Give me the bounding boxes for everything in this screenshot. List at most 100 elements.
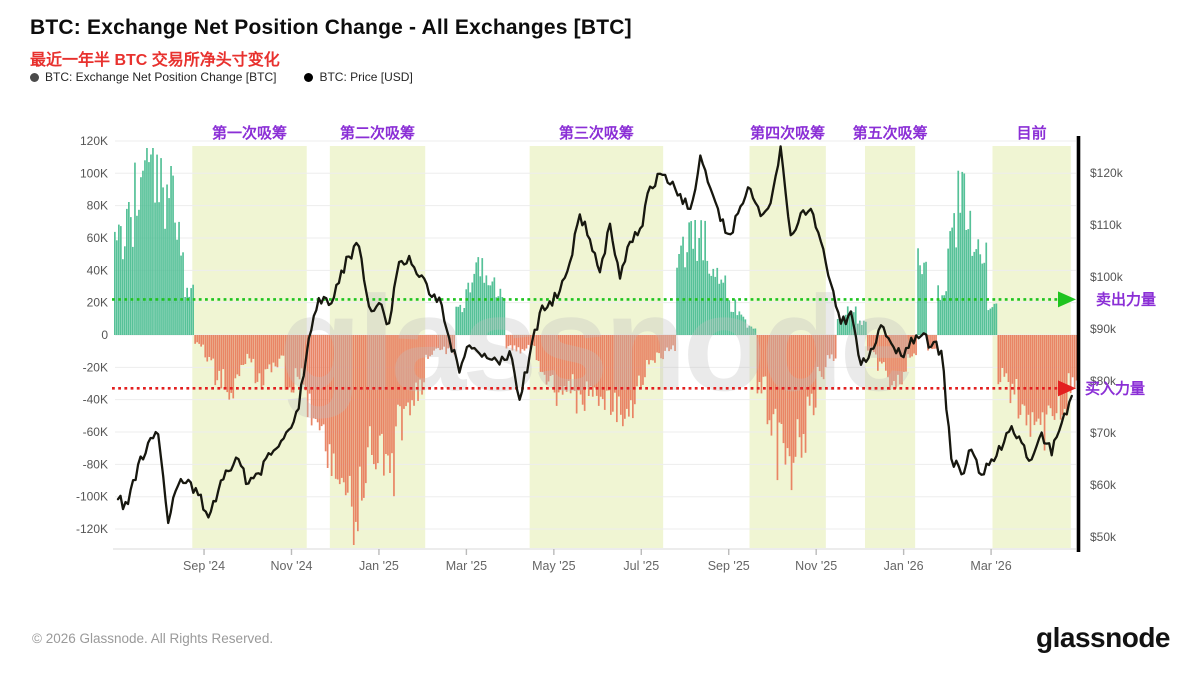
net-position-bar bbox=[415, 335, 417, 383]
net-position-bar bbox=[336, 335, 339, 480]
net-position-bar bbox=[244, 335, 247, 364]
net-position-bar bbox=[1043, 335, 1046, 451]
net-position-bar bbox=[991, 307, 994, 335]
net-position-bar bbox=[995, 303, 998, 335]
net-position-bar bbox=[200, 335, 202, 347]
net-position-bar bbox=[176, 239, 178, 335]
net-position-bar bbox=[610, 335, 612, 415]
net-position-bar bbox=[204, 335, 207, 358]
net-position-bar bbox=[559, 335, 562, 387]
net-position-bar bbox=[471, 282, 474, 335]
net-position-bar bbox=[616, 335, 618, 423]
net-position-bar bbox=[519, 335, 522, 354]
net-position-bar bbox=[967, 229, 970, 335]
net-position-bar bbox=[130, 217, 132, 335]
net-position-bar bbox=[525, 335, 528, 349]
left-axis-tick-label: 40K bbox=[87, 263, 108, 277]
net-position-bar bbox=[989, 308, 992, 335]
net-position-bar bbox=[869, 335, 871, 356]
net-position-bar bbox=[740, 314, 743, 335]
net-position-bar bbox=[248, 335, 251, 359]
net-position-bar bbox=[547, 335, 550, 382]
net-position-bar bbox=[901, 335, 903, 385]
net-position-bar bbox=[298, 335, 301, 380]
net-position-bar bbox=[917, 248, 919, 335]
net-position-bar bbox=[240, 335, 243, 365]
net-position-bar bbox=[714, 276, 717, 335]
net-position-bar bbox=[383, 335, 385, 476]
net-position-bar bbox=[375, 335, 377, 470]
net-position-bar bbox=[535, 335, 538, 361]
x-tick-label: Sep '24 bbox=[183, 559, 225, 573]
net-position-bar bbox=[734, 299, 737, 335]
net-position-bar bbox=[278, 335, 281, 359]
net-position-bar bbox=[634, 335, 636, 405]
net-position-bar bbox=[340, 335, 343, 478]
net-position-bar bbox=[242, 335, 245, 365]
net-position-bar bbox=[630, 335, 632, 401]
x-tick-label: Jul '25 bbox=[623, 559, 659, 573]
net-position-bar bbox=[397, 335, 399, 405]
net-position-bar bbox=[395, 335, 397, 427]
accumulation-band-label: 第二次吸筹 bbox=[340, 124, 415, 142]
net-position-bar bbox=[172, 175, 174, 335]
net-position-bar bbox=[794, 335, 797, 457]
left-axis-tick-label: -20K bbox=[83, 360, 108, 374]
price-line bbox=[116, 145, 1073, 525]
net-position-bar bbox=[726, 299, 729, 335]
net-position-bar bbox=[529, 335, 532, 350]
net-position-bar bbox=[656, 335, 658, 353]
net-position-bar bbox=[700, 220, 702, 335]
net-position-bar bbox=[1069, 335, 1072, 394]
left-axis-tick-label: -40K bbox=[83, 393, 108, 407]
net-position-bar bbox=[561, 335, 564, 395]
net-position-bar bbox=[350, 335, 353, 507]
net-position-bar bbox=[1047, 335, 1050, 406]
net-position-bar bbox=[371, 335, 373, 455]
net-position-bar bbox=[973, 251, 976, 335]
net-position-bar bbox=[192, 284, 194, 335]
net-position-bar bbox=[142, 170, 144, 335]
net-position-bar bbox=[571, 335, 574, 375]
net-position-bar bbox=[953, 213, 955, 335]
net-position-bar bbox=[579, 335, 582, 395]
net-position-bar bbox=[887, 335, 889, 378]
net-position-bar bbox=[369, 335, 371, 427]
net-position-bar bbox=[425, 335, 427, 355]
net-position-bar bbox=[754, 328, 757, 335]
net-position-bar bbox=[457, 306, 460, 335]
net-position-bar bbox=[286, 335, 289, 390]
net-position-bar bbox=[174, 222, 176, 335]
net-position-bar bbox=[545, 335, 548, 385]
net-position-bar bbox=[138, 209, 140, 335]
net-position-bar bbox=[361, 335, 363, 501]
net-position-bar bbox=[873, 335, 875, 353]
net-position-bar bbox=[587, 335, 590, 396]
net-position-bar bbox=[899, 335, 901, 385]
net-position-bar bbox=[439, 335, 441, 351]
net-position-bar bbox=[435, 335, 437, 349]
net-position-bar bbox=[258, 335, 261, 374]
net-position-bar bbox=[465, 289, 468, 335]
net-position-bar bbox=[451, 335, 453, 350]
net-position-bar bbox=[573, 335, 576, 391]
sell-force-label: 卖出力量 bbox=[1096, 290, 1156, 308]
net-position-bar bbox=[300, 335, 303, 369]
net-position-bar bbox=[316, 335, 319, 423]
net-position-bar bbox=[931, 335, 933, 349]
net-position-bar bbox=[212, 335, 215, 359]
net-position-bar bbox=[543, 335, 546, 375]
net-position-bar bbox=[987, 310, 990, 335]
net-position-bar bbox=[850, 311, 853, 335]
net-position-bar bbox=[818, 335, 821, 372]
net-position-bar bbox=[1001, 335, 1004, 368]
net-position-bar bbox=[551, 335, 554, 375]
net-position-bar bbox=[648, 335, 650, 365]
net-position-bar bbox=[724, 275, 727, 335]
net-position-bar bbox=[164, 228, 166, 335]
left-axis-tick-label: 0 bbox=[101, 328, 108, 342]
net-position-bar bbox=[652, 335, 654, 361]
net-position-bar bbox=[1017, 335, 1020, 419]
net-position-bar bbox=[824, 335, 827, 368]
net-position-bar bbox=[684, 267, 686, 335]
